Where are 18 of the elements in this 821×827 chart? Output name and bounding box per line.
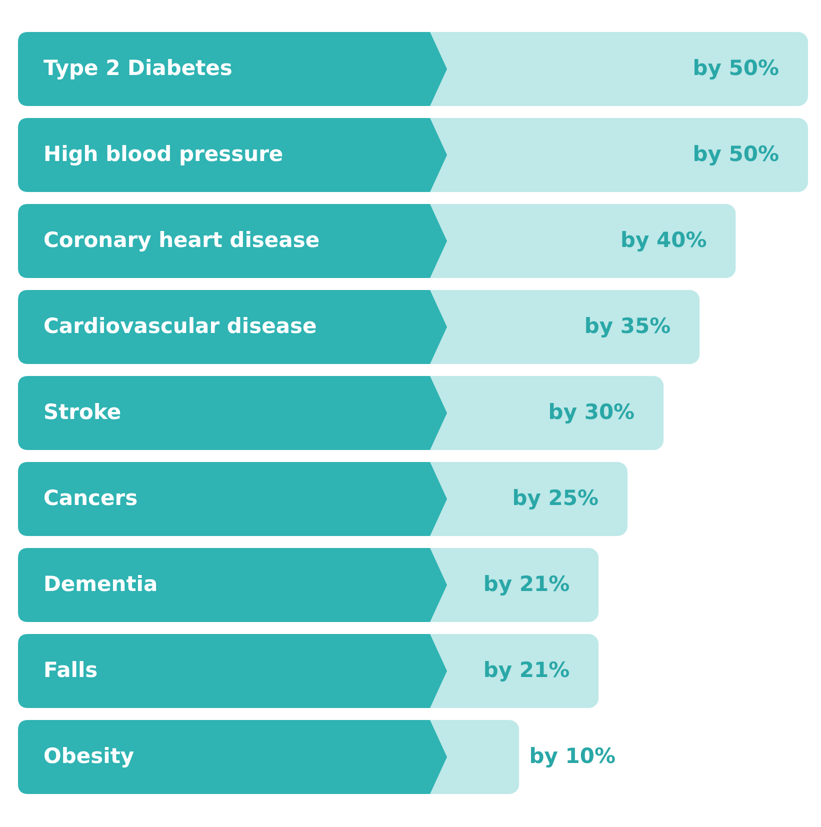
data-label: by 40% — [620, 228, 707, 252]
data-label: by 50% — [692, 142, 779, 166]
data-label: by 50% — [692, 56, 779, 80]
y-tick-label: Falls — [44, 658, 98, 682]
y-tick-label: Type 2 Diabetes — [44, 56, 232, 80]
y-tick-label: Cancers — [44, 486, 138, 510]
data-label: by 21% — [483, 658, 570, 682]
data-label: by 21% — [483, 572, 570, 596]
data-label: by 35% — [584, 314, 671, 338]
y-tick-label: Cardiovascular disease — [44, 314, 317, 338]
y-tick-label: Coronary heart disease — [44, 228, 320, 252]
y-tick-label: Stroke — [44, 400, 122, 424]
data-label: by 10% — [529, 744, 616, 768]
data-label: by 30% — [548, 400, 635, 424]
y-tick-label: Dementia — [44, 572, 158, 596]
y-tick-label: High blood pressure — [44, 142, 284, 166]
y-tick-label: Obesity — [44, 744, 134, 768]
data-label: by 25% — [512, 486, 598, 510]
